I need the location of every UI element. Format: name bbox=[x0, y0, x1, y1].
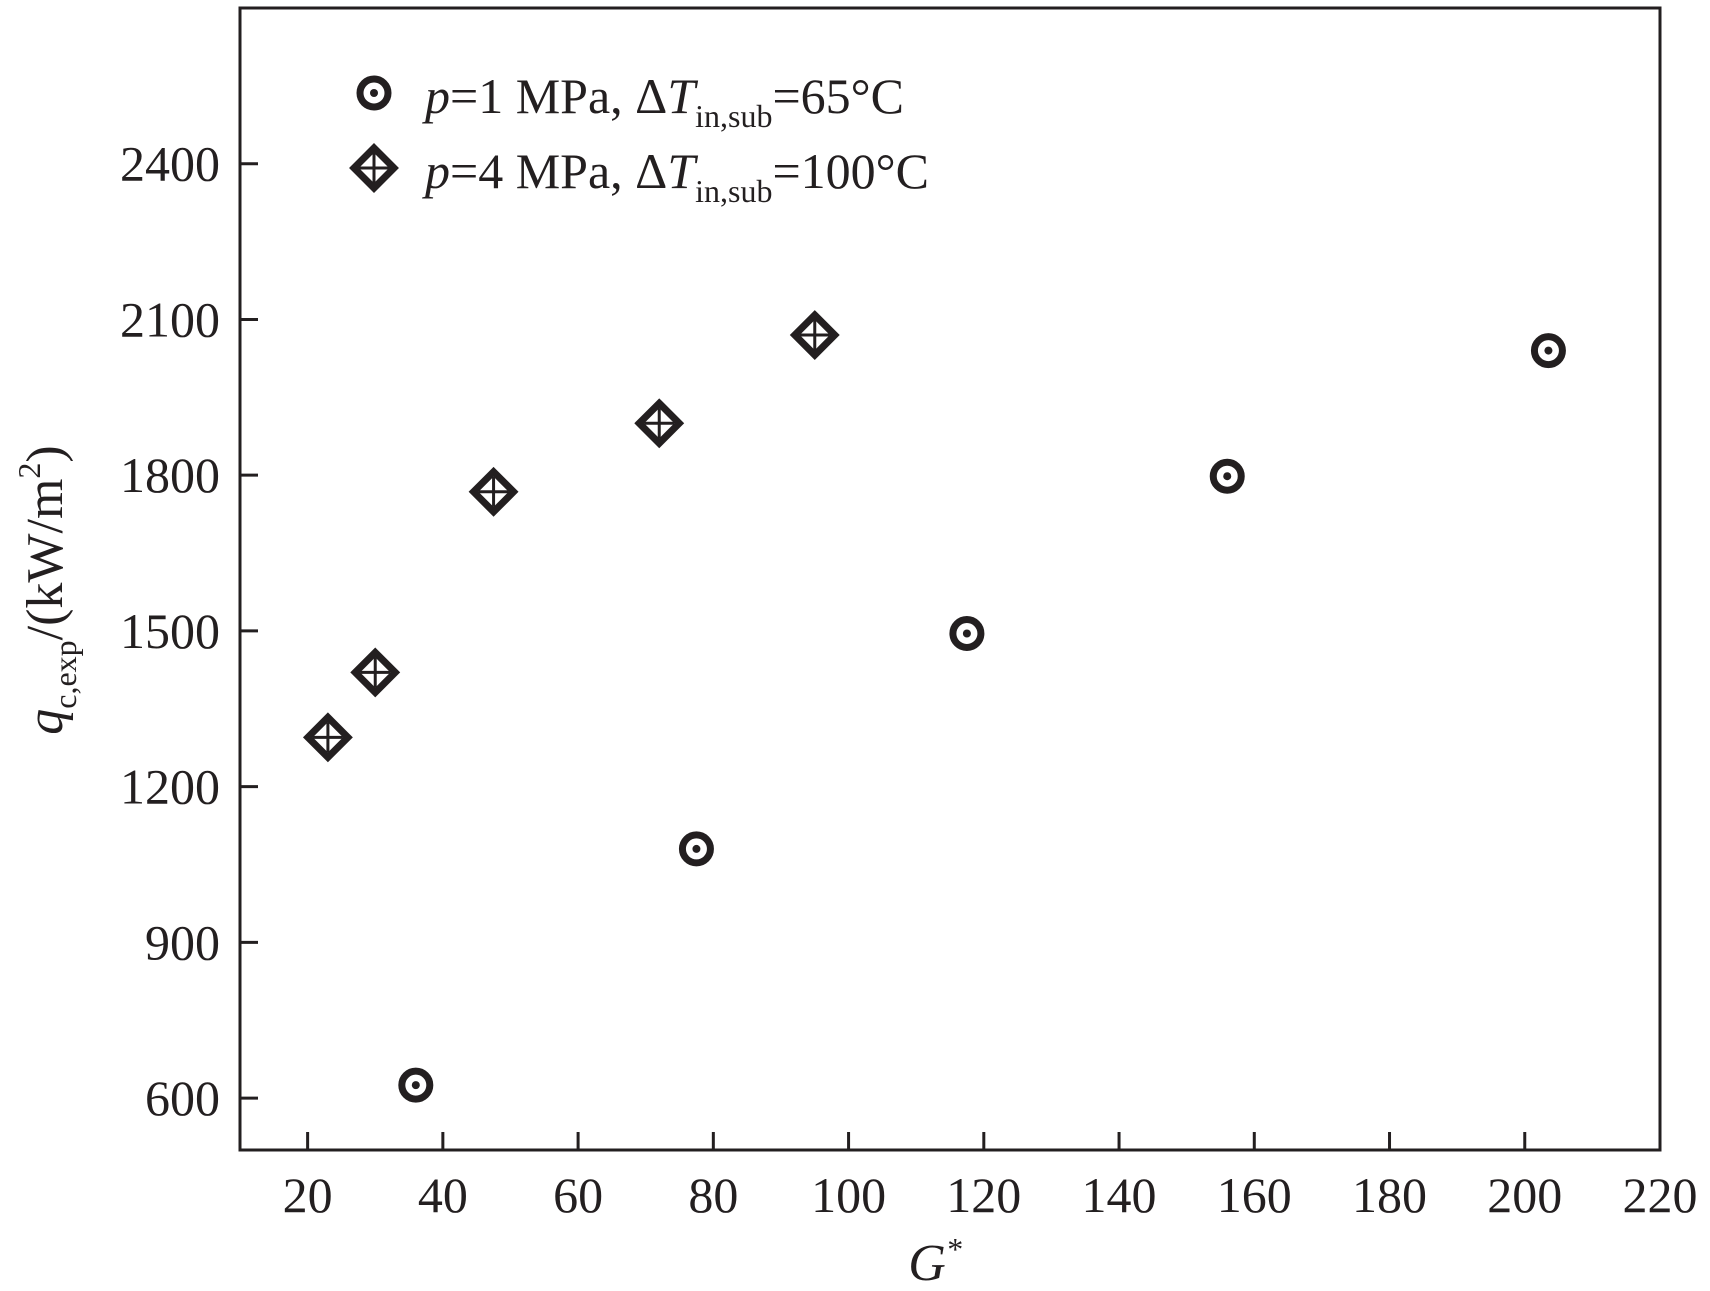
data-point-circle bbox=[949, 616, 985, 652]
y-axis-ticks: 600 900 1200 1500 1800 2100 2400 bbox=[120, 136, 258, 1126]
plot-frame bbox=[238, 6, 1662, 1152]
x-axis-ticks: 20 40 60 80 100 120 140 160 180 200 220 bbox=[283, 1132, 1698, 1223]
y-tick-label: 1200 bbox=[120, 759, 220, 815]
x-tick-label: 120 bbox=[946, 1167, 1021, 1223]
y-tick-label: 2400 bbox=[120, 136, 220, 192]
y-axis-title-unit-sup: 2 bbox=[11, 463, 47, 479]
y-tick-label: 900 bbox=[145, 914, 220, 970]
x-tick-label: 140 bbox=[1082, 1167, 1157, 1223]
x-tick-label: 20 bbox=[283, 1167, 333, 1223]
data-point-diamond bbox=[350, 647, 401, 698]
y-tick-label: 1500 bbox=[120, 603, 220, 659]
data-point-circle bbox=[398, 1067, 434, 1103]
data-point-circle bbox=[678, 831, 714, 867]
x-tick-label: 100 bbox=[811, 1167, 886, 1223]
data-point-diamond bbox=[302, 712, 353, 763]
x-axis-title: G* bbox=[908, 1231, 962, 1291]
y-tick-label: 1800 bbox=[120, 447, 220, 503]
y-axis-title-unit: /(kW/m bbox=[17, 479, 74, 641]
y-axis-title-sub: c,exp bbox=[47, 640, 83, 708]
legend: p=1 MPa, ΔTin,sub=65°C p=4 MPa, ΔTin,sub=… bbox=[349, 68, 929, 209]
x-tick-label: 220 bbox=[1623, 1167, 1698, 1223]
data-point-circle bbox=[1530, 333, 1566, 369]
data-point-diamond bbox=[789, 310, 840, 360]
x-axis-title-base: G bbox=[908, 1235, 946, 1291]
data-points bbox=[302, 310, 1566, 1103]
x-tick-label: 160 bbox=[1217, 1167, 1292, 1223]
legend-marker bbox=[356, 75, 392, 111]
y-axis-title: qc,exp/(kW/m2) bbox=[11, 445, 83, 734]
y-axis-title-var: q bbox=[17, 709, 74, 735]
data-point-diamond bbox=[634, 398, 685, 449]
x-tick-label: 200 bbox=[1487, 1167, 1562, 1223]
legend-entry-label: p=4 MPa, ΔTin,sub=100°C bbox=[422, 143, 929, 209]
x-axis-title-sup: * bbox=[946, 1231, 962, 1267]
legend-marker bbox=[349, 143, 399, 193]
data-point-diamond bbox=[468, 466, 519, 517]
data-point-circle bbox=[1209, 458, 1245, 494]
y-tick-label: 2100 bbox=[120, 291, 220, 347]
x-tick-label: 60 bbox=[553, 1167, 603, 1223]
axes bbox=[238, 6, 1662, 1152]
y-axis-title-unit-close: ) bbox=[17, 445, 74, 462]
x-tick-label: 40 bbox=[418, 1167, 468, 1223]
y-tick-label: 600 bbox=[145, 1070, 220, 1126]
x-tick-label: 80 bbox=[688, 1167, 738, 1223]
x-tick-label: 180 bbox=[1352, 1167, 1427, 1223]
legend-entry-label: p=1 MPa, ΔTin,sub=65°C bbox=[422, 68, 904, 134]
